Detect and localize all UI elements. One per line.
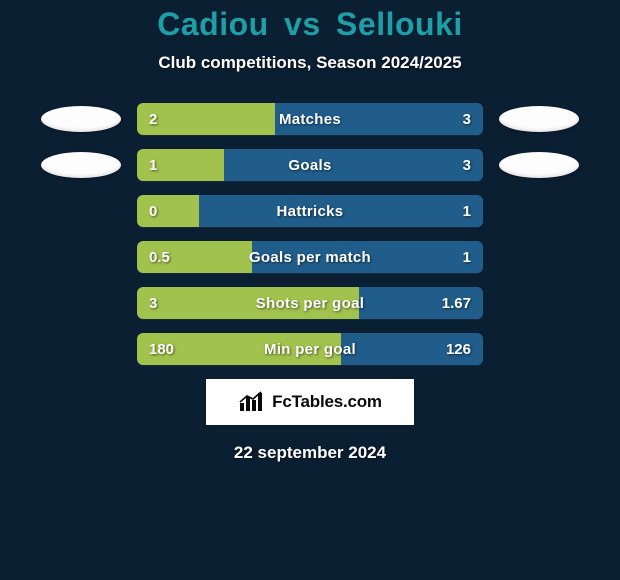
date-label: 22 september 2024	[0, 443, 620, 463]
player-b-badge	[499, 152, 579, 178]
stats-list: 23Matches 13Goals 01Hattricks 0.51Goals per…	[0, 103, 620, 365]
stat-row: 31.67Shots per goal	[0, 287, 620, 319]
stat-row: 01Hattricks	[0, 195, 620, 227]
stat-row: 0.51Goals per match	[0, 241, 620, 273]
bars-icon	[238, 391, 266, 413]
stat-bar: 31.67Shots per goal	[137, 287, 483, 319]
page-title: Cadiou vs Sellouki	[0, 6, 620, 43]
stat-label: Shots per goal	[137, 287, 483, 319]
stat-bar: 01Hattricks	[137, 195, 483, 227]
player-a-name: Cadiou	[157, 6, 268, 42]
stat-row: 13Goals	[0, 149, 620, 181]
stat-label: Min per goal	[137, 333, 483, 365]
player-b-name: Sellouki	[336, 6, 463, 42]
comparison-card: Cadiou vs Sellouki Club competitions, Se…	[0, 0, 620, 580]
logo-text: FcTables.com	[272, 392, 382, 412]
stat-row: 23Matches	[0, 103, 620, 135]
stat-label: Hattricks	[137, 195, 483, 227]
stat-bar: 23Matches	[137, 103, 483, 135]
site-logo[interactable]: FcTables.com	[206, 379, 414, 425]
stat-row: 180126Min per goal	[0, 333, 620, 365]
subtitle: Club competitions, Season 2024/2025	[0, 53, 620, 73]
vs-label: vs	[284, 6, 321, 42]
player-b-badge	[499, 106, 579, 132]
stat-label: Goals per match	[137, 241, 483, 273]
player-a-badge	[41, 106, 121, 132]
stat-bar: 180126Min per goal	[137, 333, 483, 365]
stat-bar: 13Goals	[137, 149, 483, 181]
stat-bar: 0.51Goals per match	[137, 241, 483, 273]
stat-label: Goals	[137, 149, 483, 181]
stat-label: Matches	[137, 103, 483, 135]
player-a-badge	[41, 152, 121, 178]
